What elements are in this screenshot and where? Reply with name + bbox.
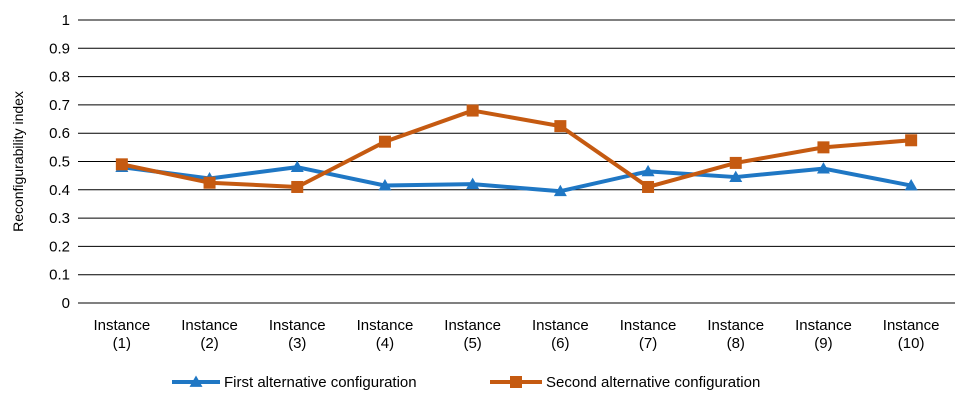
data-point — [729, 156, 742, 169]
data-point — [642, 180, 655, 193]
legend: First alternative configuration Second al… — [172, 374, 760, 391]
y-axis-ticks: 0 0.1 0.2 0.3 0.4 0.5 0.6 0.7 0.8 0.9 1 — [49, 12, 70, 312]
x-tick-label: Instance (5) — [444, 317, 501, 352]
data-point — [466, 177, 480, 190]
x-tick-label: Instance (4) — [357, 317, 414, 352]
y-tick-label: 0.4 — [49, 182, 70, 199]
y-tick-label: 0 — [62, 295, 70, 312]
x-axis-ticks: Instance (1) Instance (2) Instance (3) Instanc… — [93, 317, 939, 352]
data-point — [729, 170, 743, 182]
y-tick-label: 0.6 — [49, 125, 70, 142]
x-tick-label: Instance (7) — [620, 317, 677, 352]
data-point — [904, 179, 918, 191]
x-tick-label: Instance (9) — [795, 317, 852, 352]
legend-marker — [510, 376, 522, 388]
data-point — [641, 164, 655, 177]
data-point — [378, 135, 391, 148]
x-tick-label: Instance (8) — [707, 317, 764, 352]
data-point — [554, 120, 567, 133]
series-line — [121, 108, 912, 189]
legend-item-2: Second alternative configuration — [490, 374, 760, 391]
data-point — [905, 134, 918, 147]
gridlines — [78, 19, 955, 304]
data-point — [817, 141, 830, 154]
y-tick-label: 0.5 — [49, 154, 70, 171]
x-tick-label: Instance (10) — [883, 317, 940, 352]
series-group — [115, 104, 918, 197]
data-point — [553, 184, 567, 197]
data-point — [378, 179, 392, 191]
y-tick-label: 0.8 — [49, 69, 70, 86]
data-point — [466, 104, 479, 117]
legend-label: Second alternative configuration — [546, 374, 760, 391]
series-2 — [115, 104, 918, 193]
data-point — [290, 160, 304, 173]
x-tick-label: Instance (1) — [93, 317, 150, 352]
y-tick-label: 0.1 — [49, 267, 70, 284]
data-point — [115, 158, 128, 171]
series-line — [121, 165, 912, 194]
data-point — [203, 176, 216, 189]
x-tick-label: Instance (6) — [532, 317, 589, 352]
y-tick-label: 0.3 — [49, 210, 70, 227]
x-tick-label: Instance (3) — [269, 317, 326, 352]
y-tick-label: 0.9 — [49, 40, 70, 57]
x-tick-label: Instance (2) — [181, 317, 238, 352]
legend-label: First alternative configuration — [224, 374, 417, 391]
y-tick-label: 0.2 — [49, 238, 70, 255]
legend-marker — [189, 375, 203, 387]
legend-item-1: First alternative configuration — [172, 374, 417, 391]
y-axis-label: Reconfigurability index — [10, 91, 26, 232]
series-1 — [115, 160, 918, 197]
data-point — [816, 162, 830, 174]
y-tick-label: 1 — [62, 12, 70, 29]
y-tick-label: 0.7 — [49, 97, 70, 114]
data-point — [291, 180, 304, 193]
